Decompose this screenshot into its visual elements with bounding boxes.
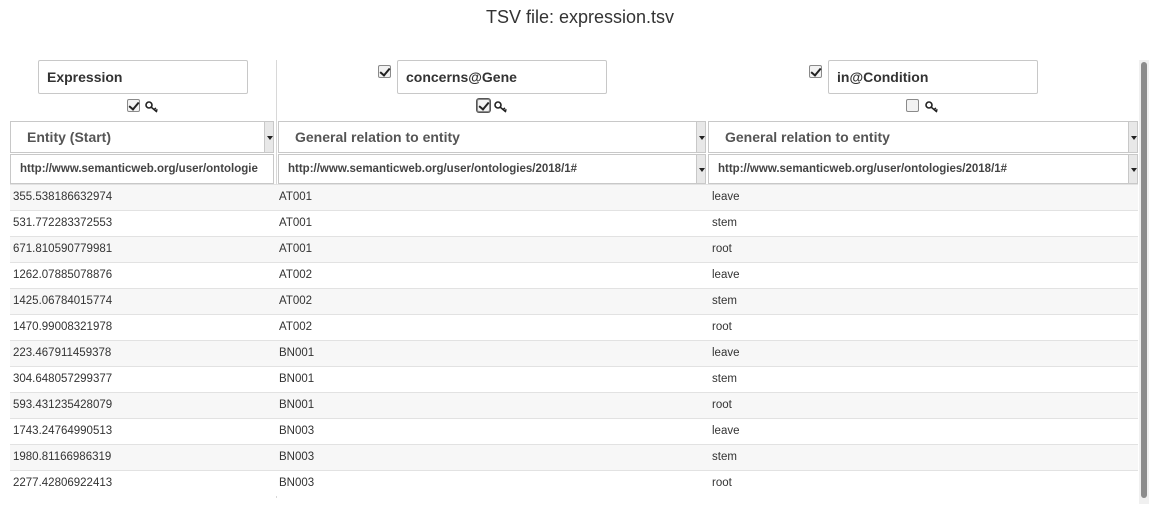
- cell-condition: stem: [712, 373, 737, 385]
- key-icon: [494, 101, 507, 113]
- table-row: 1262.07885078876 AT002 leave: [10, 262, 1138, 288]
- cell-expression: 355.538186632974: [13, 191, 113, 203]
- cell-condition: stem: [712, 295, 737, 307]
- relation-select-value: General relation to entity: [295, 129, 460, 145]
- relation-select-value: Entity (Start): [27, 129, 111, 145]
- cell-condition: root: [712, 321, 732, 333]
- url-select-gene[interactable]: http://www.semanticweb.org/user/ontologi…: [278, 154, 706, 184]
- chevron-down-icon: [1128, 155, 1137, 183]
- table-row: 531.772283372553 AT001 stem: [10, 210, 1138, 236]
- key-icon: [145, 101, 158, 113]
- table-row: 1980.81166986319 BN003 stem: [10, 444, 1138, 470]
- table-row: 671.810590779981 AT001 root: [10, 236, 1138, 262]
- key-checkbox-gene[interactable]: [477, 99, 490, 112]
- cell-expression: 304.648057299377: [13, 373, 113, 385]
- cell-condition: root: [712, 399, 732, 411]
- url-select-condition[interactable]: http://www.semanticweb.org/user/ontologi…: [708, 154, 1138, 184]
- url-select-value: http://www.semanticweb.org/user/ontologi…: [20, 163, 258, 175]
- relation-select-gene[interactable]: General relation to entity: [278, 121, 706, 153]
- cell-gene: AT002: [279, 269, 313, 281]
- chevron-down-icon: [1128, 122, 1137, 152]
- relation-select-value: General relation to entity: [725, 129, 890, 145]
- cell-gene: BN003: [279, 477, 315, 489]
- cell-condition: leave: [712, 425, 740, 437]
- table-row: 2277.42806922413 BN003 root: [10, 470, 1138, 496]
- chevron-down-icon: [696, 122, 705, 152]
- chevron-down-icon: [264, 122, 273, 152]
- relation-select-expression[interactable]: Entity (Start): [10, 121, 274, 153]
- cell-condition: root: [712, 477, 732, 489]
- column-name-input-gene[interactable]: [397, 60, 607, 94]
- data-table: 355.538186632974 AT001 leave 531.772283372…: [10, 184, 1138, 496]
- cell-gene: AT002: [279, 295, 313, 307]
- include-checkbox-gene[interactable]: [378, 65, 391, 78]
- table-row: 304.648057299377 BN001 stem: [10, 366, 1138, 392]
- table-row: 1470.99008321978 AT002 root: [10, 314, 1138, 340]
- table-row: 1743.24764990513 BN003 leave: [10, 418, 1138, 444]
- include-checkbox-condition[interactable]: [809, 65, 822, 78]
- column-name-input-expression[interactable]: [38, 60, 248, 94]
- cell-expression: 1470.99008321978: [13, 321, 113, 333]
- cell-condition: stem: [712, 451, 737, 463]
- cell-expression: 223.467911459378: [13, 347, 112, 359]
- cell-gene: BN001: [279, 347, 315, 359]
- cell-gene: AT002: [279, 321, 313, 333]
- cell-expression: 531.772283372553: [13, 217, 113, 229]
- cell-expression: 1425.06784015774: [13, 295, 113, 307]
- table-row: 1425.06784015774 AT002 stem: [10, 288, 1138, 314]
- cell-condition: root: [712, 243, 732, 255]
- cell-gene: BN003: [279, 425, 315, 437]
- cell-gene: AT001: [279, 191, 313, 203]
- page-title: TSV file: expression.tsv: [485, 7, 675, 27]
- cell-gene: AT001: [279, 217, 313, 229]
- cell-gene: AT001: [279, 243, 313, 255]
- key-checkbox-expression[interactable]: [127, 99, 140, 112]
- key-icon: [925, 101, 938, 113]
- cell-gene: BN003: [279, 451, 315, 463]
- cell-condition: leave: [712, 191, 740, 203]
- table-row: 223.467911459378 BN001 leave: [10, 340, 1138, 366]
- key-checkbox-condition[interactable]: [906, 99, 919, 112]
- cell-condition: leave: [712, 269, 740, 281]
- cell-expression: 671.810590779981: [13, 243, 113, 255]
- cell-condition: leave: [712, 347, 740, 359]
- table-row: 593.431235428079 BN001 root: [10, 392, 1138, 418]
- url-select-value: http://www.semanticweb.org/user/ontologi…: [288, 163, 578, 175]
- url-select-expression[interactable]: http://www.semanticweb.org/user/ontologi…: [10, 154, 274, 184]
- chevron-down-icon: [696, 155, 705, 183]
- column-name-input-condition[interactable]: [828, 60, 1038, 94]
- cell-expression: 1743.24764990513: [13, 425, 113, 437]
- table-row: 355.538186632974 AT001 leave: [10, 184, 1138, 210]
- url-select-value: http://www.semanticweb.org/user/ontologi…: [718, 163, 1008, 175]
- cell-expression: 1980.81166986319: [13, 451, 112, 463]
- cell-expression: 593.431235428079: [13, 399, 113, 411]
- cell-condition: stem: [712, 217, 737, 229]
- relation-select-condition[interactable]: General relation to entity: [708, 121, 1138, 153]
- scrollbar-thumb[interactable]: [1141, 62, 1147, 498]
- cell-gene: BN001: [279, 399, 315, 411]
- cell-gene: BN001: [279, 373, 315, 385]
- cell-expression: 1262.07885078876: [13, 269, 113, 281]
- cell-expression: 2277.42806922413: [13, 477, 113, 489]
